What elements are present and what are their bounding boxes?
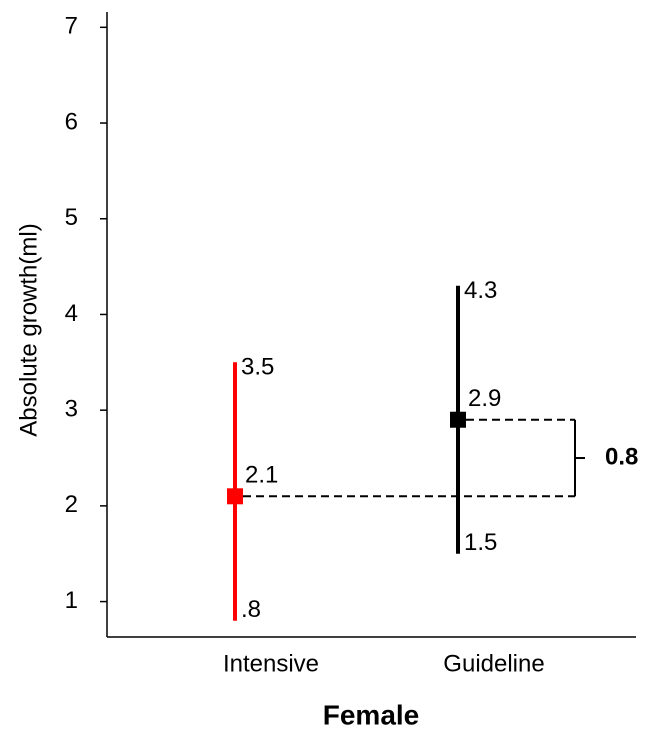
point [227,488,243,505]
y-tick-label: 6 [65,108,78,135]
y-tick-label: 2 [65,491,78,518]
y-tick-label: 5 [65,204,78,231]
high-label: 4.3 [464,277,497,304]
value-label: 2.1 [245,462,278,489]
y-axis-label: Absolute growth(ml) [15,223,42,436]
difference-label: 0.8 [605,443,638,470]
high-label: 3.5 [241,354,274,381]
y-tick-label: 1 [65,587,78,614]
low-label: .8 [241,596,261,623]
y-tick-label: 3 [65,396,78,423]
x-tick-label: Intensive [223,650,319,677]
point [450,411,466,428]
y-tick-label: 4 [65,300,78,327]
low-label: 1.5 [464,529,497,556]
x-tick-label: Guideline [443,650,544,677]
value-label: 2.9 [468,385,501,412]
x-axis-label: Female [323,699,420,730]
y-tick-label: 7 [65,13,78,40]
